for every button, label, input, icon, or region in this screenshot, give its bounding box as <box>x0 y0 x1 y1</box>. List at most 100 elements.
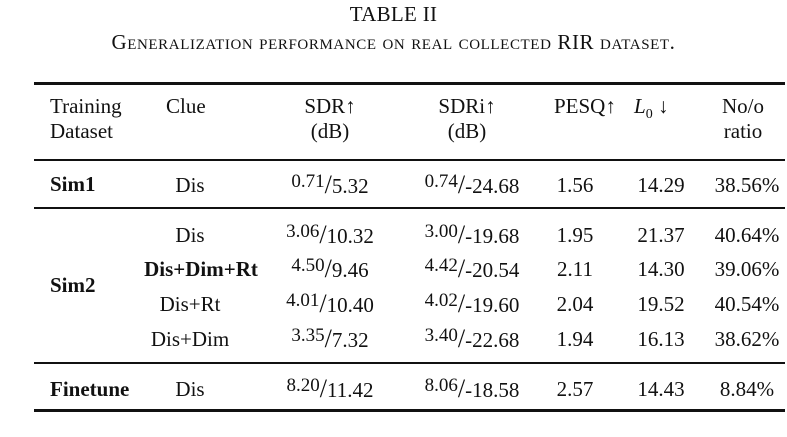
header-noo-line1: No/o <box>722 94 764 118</box>
row-sdr: 3.06/10.32 <box>270 220 390 251</box>
table-title: Generalization performance on real colle… <box>0 30 787 55</box>
sdr-right-value: 11.42 <box>327 378 374 402</box>
row-pesq: 1.94 <box>556 327 594 351</box>
row-l0: 19.52 <box>637 292 685 316</box>
row-clue: Dis+Dim <box>150 327 230 351</box>
sdr-left-value: 4.01 <box>286 290 320 311</box>
row-clue: Dis <box>175 223 205 247</box>
header-l0: L0 ↓ <box>634 94 668 127</box>
group-sim2: Sim2 <box>50 273 96 297</box>
table-number: TABLE II <box>349 2 438 26</box>
pair-separator: / <box>457 170 466 199</box>
table-title-text: Generalization performance on real colle… <box>111 30 676 54</box>
row-sdri: 4.42/-20.54 <box>407 254 537 285</box>
group-sim1: Sim1 <box>50 172 96 196</box>
sdri-right-value: -22.68 <box>465 328 520 352</box>
row-sdr: 8.20/11.42 <box>270 374 390 405</box>
row-sdri: 0.74/-24.68 <box>407 170 537 201</box>
row-clue: Dis <box>175 173 205 197</box>
sdr-left-value: 8.20 <box>286 375 320 396</box>
sdri-right-value: -24.68 <box>465 174 520 198</box>
row-sdri: 3.00/-19.68 <box>407 220 537 251</box>
header-clue: Clue <box>166 94 206 118</box>
sdr-left-value: 0.71 <box>291 171 325 192</box>
row-clue: Dis+Dim+Rt <box>144 257 258 281</box>
row-sdri: 3.40/-22.68 <box>407 324 537 355</box>
row-pesq: 2.04 <box>556 292 594 316</box>
row-l0: 16.13 <box>637 327 685 351</box>
row-l0: 14.29 <box>637 173 685 197</box>
row-sdr: 3.35/7.32 <box>270 324 390 355</box>
row-ratio: 38.56% <box>714 173 780 197</box>
pair-separator: / <box>319 289 327 318</box>
header-noo-line2: ratio <box>723 119 763 143</box>
header-rule <box>34 159 785 161</box>
header-sdr: SDR↑ (dB) <box>290 94 370 144</box>
row-sdr: 4.01/10.40 <box>270 289 390 320</box>
sdri-right-value: -18.58 <box>465 378 520 402</box>
sdr-right-value: 5.32 <box>331 174 369 198</box>
row-sdr: 0.71/5.32 <box>270 170 390 201</box>
group-finetune: Finetune <box>50 377 130 401</box>
row-ratio: 38.62% <box>714 327 780 351</box>
row-l0: 14.43 <box>637 377 685 401</box>
pair-separator: / <box>324 254 332 283</box>
header-l0-symbol: L <box>634 94 646 118</box>
row-pesq: 1.95 <box>556 223 594 247</box>
header-sdri-line1: SDRi↑ <box>438 94 496 118</box>
pair-separator: / <box>457 374 466 403</box>
sdr-right-value: 7.32 <box>331 328 369 352</box>
sdri-right-value: -19.60 <box>465 293 520 317</box>
row-ratio: 40.64% <box>714 223 780 247</box>
row-sdri: 8.06/-18.58 <box>407 374 537 405</box>
row-pesq: 2.11 <box>557 257 593 281</box>
sdr-left-value: 3.35 <box>291 325 325 346</box>
sdr-right-value: 10.32 <box>326 224 374 248</box>
sdri-left-value: 4.02 <box>424 290 458 311</box>
sdr-right-value: 10.40 <box>326 293 374 317</box>
header-training-line2: Dataset <box>50 119 113 143</box>
row-pesq: 1.56 <box>556 173 594 197</box>
sim2-rule <box>34 362 785 364</box>
row-ratio: 39.06% <box>714 257 780 281</box>
row-l0: 21.37 <box>637 223 685 247</box>
row-pesq: 2.57 <box>556 377 594 401</box>
bottom-rule <box>34 409 785 412</box>
pair-separator: / <box>457 254 466 283</box>
row-ratio: 8.84% <box>719 377 775 401</box>
top-rule <box>34 82 785 85</box>
sdr-left-value: 3.06 <box>286 221 320 242</box>
row-l0: 14.30 <box>637 257 685 281</box>
pair-separator: / <box>457 289 466 318</box>
pair-separator: / <box>319 374 327 403</box>
header-l0-arrow: ↓ <box>657 94 669 118</box>
header-training-line1: Training <box>50 94 122 118</box>
header-pesq: PESQ↑ <box>554 94 616 118</box>
pair-separator: / <box>319 220 327 249</box>
sdri-left-value: 3.00 <box>424 221 458 242</box>
header-sdr-line2: (dB) <box>310 119 350 143</box>
pair-separator: / <box>324 170 332 199</box>
header-sdri: SDRi↑ (dB) <box>427 94 507 144</box>
sdri-left-value: 3.40 <box>424 325 458 346</box>
sdri-right-value: -20.54 <box>465 258 520 282</box>
sdri-left-value: 0.74 <box>424 171 458 192</box>
header-l0-subscript: 0 <box>645 107 653 123</box>
sdri-left-value: 4.42 <box>424 255 458 276</box>
sim1-rule <box>34 207 785 209</box>
header-noo-ratio: No/o ratio <box>710 94 776 144</box>
pair-separator: / <box>324 324 332 353</box>
row-sdri: 4.02/-19.60 <box>407 289 537 320</box>
row-clue: Dis <box>175 377 205 401</box>
pair-separator: / <box>457 324 466 353</box>
header-sdri-line2: (dB) <box>447 119 487 143</box>
pair-separator: / <box>457 220 466 249</box>
sdri-right-value: -19.68 <box>465 224 520 248</box>
sdr-left-value: 4.50 <box>291 255 325 276</box>
row-clue: Dis+Rt <box>159 292 221 316</box>
sdri-left-value: 8.06 <box>424 375 458 396</box>
row-ratio: 40.54% <box>714 292 780 316</box>
header-training-dataset: Training Dataset <box>50 94 122 144</box>
row-sdr: 4.50/9.46 <box>270 254 390 285</box>
sdr-right-value: 9.46 <box>331 258 369 282</box>
